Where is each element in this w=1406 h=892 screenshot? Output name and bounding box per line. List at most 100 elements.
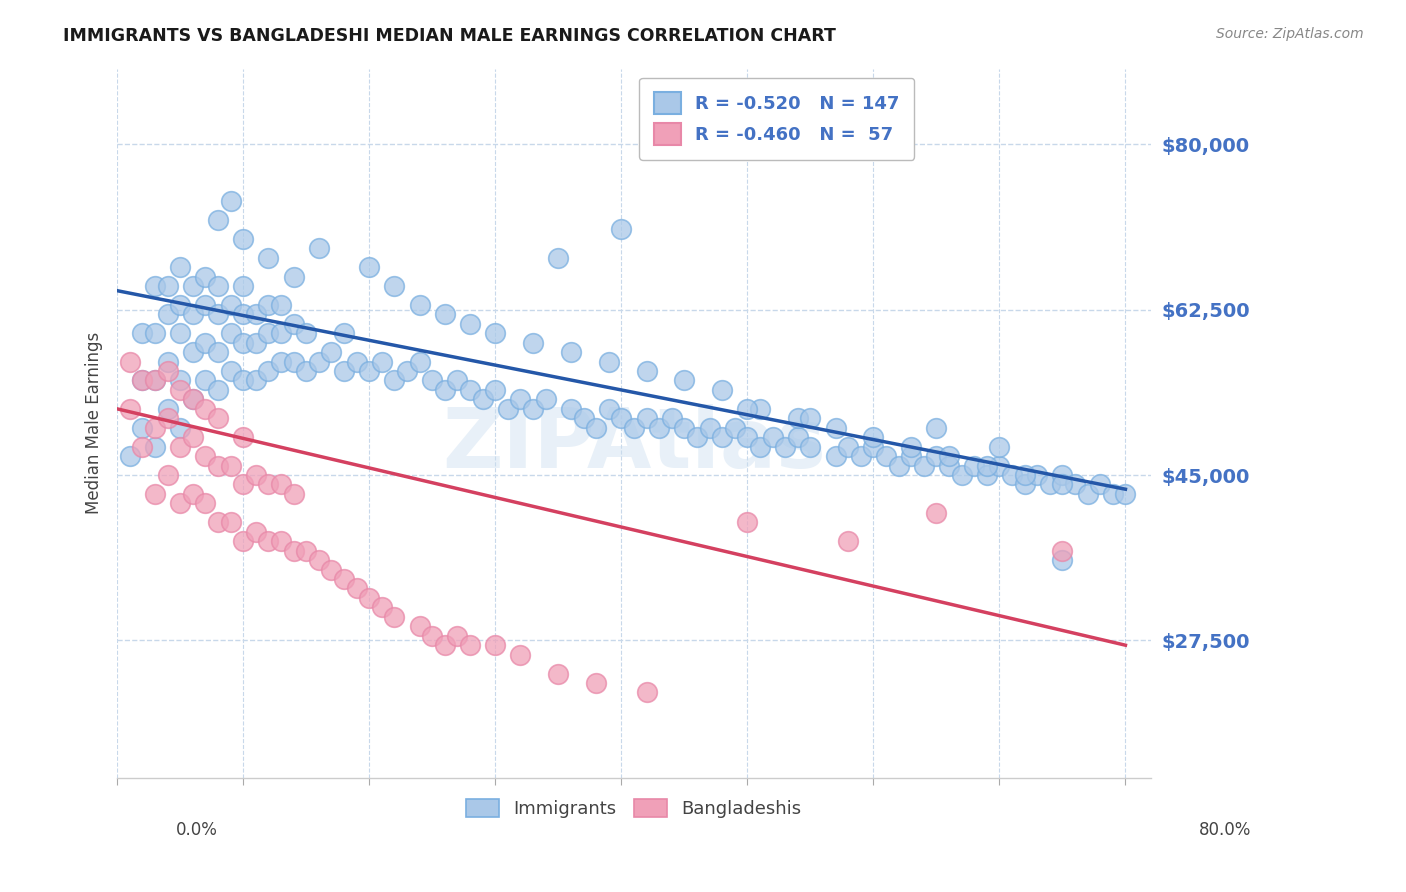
Point <box>585 421 607 435</box>
Point <box>270 354 292 368</box>
Point <box>131 374 153 388</box>
Point <box>308 354 330 368</box>
Point <box>623 421 645 435</box>
Point <box>295 326 318 341</box>
Point <box>408 619 430 633</box>
Point <box>446 629 468 643</box>
Point <box>1114 487 1136 501</box>
Point <box>887 458 910 473</box>
Point <box>143 440 166 454</box>
Point <box>900 440 922 454</box>
Point <box>169 496 191 510</box>
Point <box>333 364 356 378</box>
Point <box>976 458 998 473</box>
Point <box>824 421 846 435</box>
Point <box>686 430 709 444</box>
Point <box>598 401 620 416</box>
Point <box>333 326 356 341</box>
Point <box>636 364 658 378</box>
Point <box>420 629 443 643</box>
Point <box>346 582 368 596</box>
Point <box>131 421 153 435</box>
Point <box>396 364 419 378</box>
Point <box>219 194 242 208</box>
Point <box>534 392 557 407</box>
Point <box>181 487 204 501</box>
Point <box>862 430 884 444</box>
Text: 0.0%: 0.0% <box>176 821 218 838</box>
Point <box>143 487 166 501</box>
Point <box>509 648 531 662</box>
Point <box>143 421 166 435</box>
Point <box>786 411 808 425</box>
Point <box>219 298 242 312</box>
Point <box>232 430 254 444</box>
Point <box>849 449 872 463</box>
Point <box>194 298 217 312</box>
Point <box>308 241 330 255</box>
Point <box>169 374 191 388</box>
Point <box>181 279 204 293</box>
Point <box>283 543 305 558</box>
Point <box>181 430 204 444</box>
Point <box>950 468 973 483</box>
Point <box>1052 468 1074 483</box>
Point <box>270 298 292 312</box>
Point <box>181 307 204 321</box>
Point <box>283 317 305 331</box>
Point <box>232 232 254 246</box>
Point <box>333 572 356 586</box>
Point <box>484 383 506 397</box>
Point <box>143 326 166 341</box>
Point <box>522 335 544 350</box>
Point <box>799 411 821 425</box>
Point <box>194 269 217 284</box>
Point <box>610 411 633 425</box>
Text: ZIPAtlas: ZIPAtlas <box>441 404 825 485</box>
Point <box>773 440 796 454</box>
Point <box>156 279 179 293</box>
Point <box>458 317 481 331</box>
Point <box>699 421 721 435</box>
Point <box>118 401 141 416</box>
Point <box>458 638 481 652</box>
Point <box>900 449 922 463</box>
Point <box>724 421 747 435</box>
Point <box>585 676 607 690</box>
Point <box>245 468 267 483</box>
Point <box>484 638 506 652</box>
Point <box>143 374 166 388</box>
Point <box>963 458 986 473</box>
Point <box>420 374 443 388</box>
Point <box>257 477 280 491</box>
Point <box>484 326 506 341</box>
Point <box>232 335 254 350</box>
Point <box>925 449 948 463</box>
Point <box>181 392 204 407</box>
Point <box>207 383 229 397</box>
Point <box>1014 477 1036 491</box>
Point <box>636 685 658 699</box>
Point <box>295 364 318 378</box>
Point <box>219 364 242 378</box>
Point <box>673 421 696 435</box>
Point <box>321 563 343 577</box>
Point <box>321 345 343 359</box>
Point <box>1052 553 1074 567</box>
Point <box>169 326 191 341</box>
Point <box>384 610 406 624</box>
Point <box>711 383 734 397</box>
Point <box>761 430 783 444</box>
Point <box>308 553 330 567</box>
Point <box>1064 477 1087 491</box>
Point <box>988 440 1011 454</box>
Point <box>295 543 318 558</box>
Point <box>219 326 242 341</box>
Point <box>359 364 381 378</box>
Point <box>194 401 217 416</box>
Point <box>232 477 254 491</box>
Point <box>181 392 204 407</box>
Point <box>547 666 569 681</box>
Point <box>207 279 229 293</box>
Point <box>257 251 280 265</box>
